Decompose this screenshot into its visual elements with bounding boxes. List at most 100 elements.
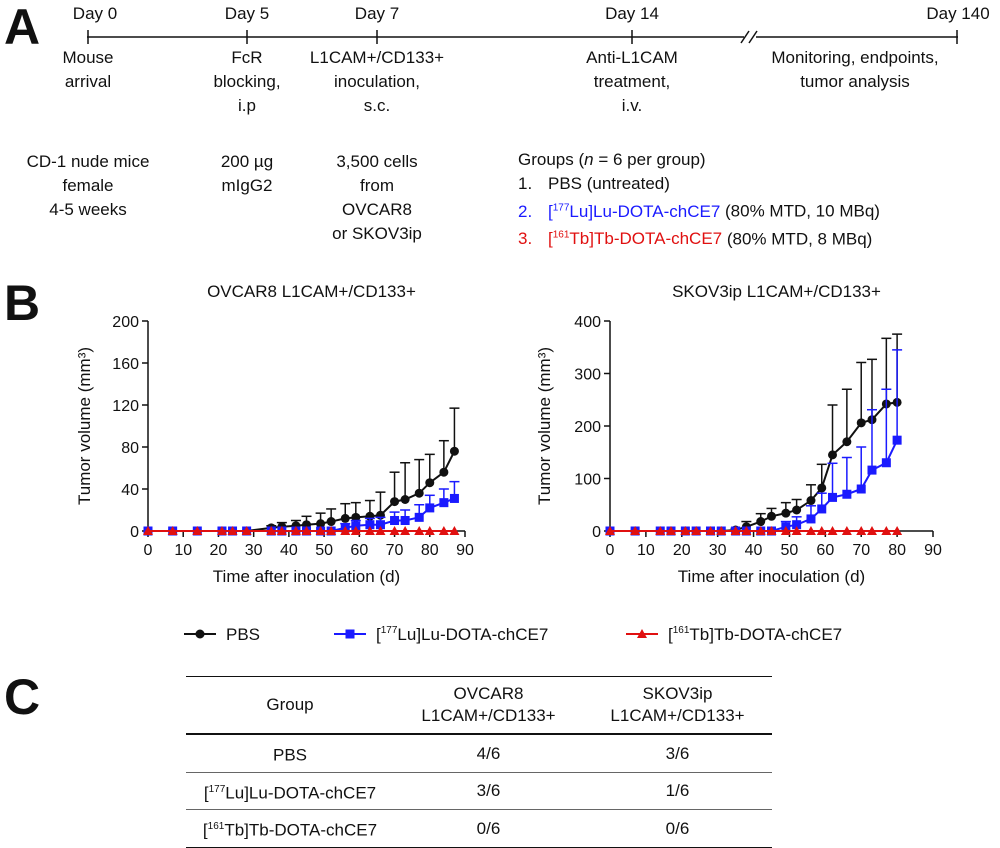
timeline-day-7: Day 7 bbox=[354, 4, 400, 23]
group-note: (80% MTD, 10 MBq) bbox=[720, 201, 880, 221]
data-point bbox=[340, 526, 351, 535]
timeline-break-1 bbox=[740, 30, 750, 44]
series-0 bbox=[605, 333, 903, 536]
legend-marker bbox=[637, 629, 647, 638]
desc-line: L1CAM+/CD133+ bbox=[309, 48, 445, 67]
timeline-break-2 bbox=[748, 30, 758, 44]
x-tick-label: 70 bbox=[386, 542, 404, 559]
bracket: [ bbox=[202, 820, 208, 840]
data-point bbox=[438, 526, 449, 535]
data-point bbox=[227, 526, 238, 535]
y-tick-label: 200 bbox=[574, 419, 601, 436]
data-point bbox=[400, 516, 410, 525]
cohort-line: from bbox=[359, 176, 394, 195]
cell-ovcar8: 4/6 bbox=[476, 743, 501, 763]
legend-label: [161Tb]Tb-DOTA-chCE7 bbox=[668, 625, 842, 644]
y-axis-title: Tumor volume (mm³) bbox=[75, 347, 94, 505]
isotope-mass: 177 bbox=[552, 202, 570, 213]
timeline-desc-day14: Anti-L1CAM treatment, i.v. bbox=[586, 46, 678, 118]
isotope-mass: 161 bbox=[552, 229, 570, 241]
group-text: PBS (untreated) bbox=[548, 174, 670, 193]
bracket: [ bbox=[548, 229, 553, 249]
group-name: PBS bbox=[272, 745, 308, 765]
x-tick-label: 80 bbox=[421, 542, 439, 559]
data-point bbox=[856, 526, 867, 535]
group-note: (80% MTD, 8 MBq) bbox=[722, 229, 873, 249]
y-tick-label: 400 bbox=[574, 314, 601, 331]
cohort-line: mIgG2 bbox=[221, 176, 273, 195]
header-line: L1CAM+/CD133+ bbox=[610, 706, 745, 725]
data-point bbox=[400, 495, 410, 504]
cohort-line: or SKOV3ip bbox=[332, 224, 422, 243]
data-point bbox=[841, 526, 852, 535]
data-point bbox=[817, 504, 827, 514]
data-point bbox=[655, 526, 666, 535]
data-point bbox=[828, 492, 838, 502]
data-point bbox=[425, 478, 435, 488]
cell-group: PBS bbox=[186, 734, 394, 772]
data-point bbox=[326, 517, 336, 527]
timeline-desc-day7: L1CAM+/CD133+ inoculation, s.c. bbox=[310, 46, 444, 118]
data-point bbox=[424, 526, 435, 535]
data-point bbox=[326, 526, 337, 535]
data-point bbox=[842, 489, 852, 499]
timeline-day-0: Day 0 bbox=[72, 4, 118, 23]
data-point bbox=[375, 520, 385, 530]
data-point bbox=[792, 505, 802, 515]
cohort-line: 3,500 cells bbox=[336, 152, 418, 171]
header-group: Group bbox=[266, 695, 314, 714]
desc-line: blocking, bbox=[213, 72, 281, 91]
legend-marker bbox=[345, 629, 355, 639]
panel-label-b: B bbox=[4, 275, 41, 331]
x-tick-label: 30 bbox=[245, 542, 263, 559]
timeline-day-14: Day 14 bbox=[605, 4, 659, 23]
cohort-antibody: 200 µg mIgG2 bbox=[221, 150, 273, 198]
group-name: Tb]Tb-DOTA-chCE7 bbox=[224, 820, 378, 840]
y-tick-label: 40 bbox=[121, 482, 139, 499]
table-row: [161Tb]Tb-DOTA-chCE7 0/6 0/6 bbox=[186, 810, 772, 848]
desc-line: inoculation, bbox=[333, 72, 420, 91]
timeline-day-140: Day 140 bbox=[926, 4, 990, 23]
data-point bbox=[666, 526, 677, 535]
data-point bbox=[192, 526, 203, 535]
groups-list: Groups (n = 6 per group) 1. PBS (untreate… bbox=[518, 148, 880, 251]
cell-ovcar8: 0/6 bbox=[476, 819, 501, 839]
data-point bbox=[816, 526, 827, 535]
chart-title: SKOV3ip L1CAM+/CD133+ bbox=[672, 282, 881, 301]
y-tick-label: 200 bbox=[112, 314, 139, 331]
legend-item-2: [161Tb]Tb-DOTA-chCE7 bbox=[626, 625, 842, 644]
timeline-desc-day0: Mouse arrival bbox=[62, 46, 113, 94]
group-agent: [161Tb]Tb-DOTA-chCE7 bbox=[548, 229, 722, 248]
data-point bbox=[351, 512, 361, 522]
cohort-mice: CD-1 nude mice female 4-5 weeks bbox=[27, 150, 150, 222]
x-tick-label: 20 bbox=[210, 542, 228, 559]
data-point bbox=[390, 516, 400, 525]
data-point bbox=[449, 526, 460, 535]
header-skov3ip: SKOV3ip L1CAM+/CD133+ bbox=[583, 677, 772, 735]
header-line: L1CAM+/CD133+ bbox=[421, 706, 556, 725]
x-tick-label: 90 bbox=[456, 542, 474, 559]
group-agent: [177Lu]Lu-DOTA-chCE7 bbox=[548, 202, 720, 221]
data-point bbox=[780, 526, 791, 535]
data-point bbox=[892, 435, 902, 445]
series-0 bbox=[143, 407, 460, 536]
isotope-mass: 177 bbox=[208, 783, 226, 795]
y-axis-title: Tumor volume (mm³) bbox=[535, 347, 554, 505]
y-tick-label: 80 bbox=[121, 440, 139, 457]
series-line bbox=[610, 401, 898, 532]
groups-title-pre: Groups ( bbox=[518, 150, 585, 169]
cohort-line: 4-5 weeks bbox=[49, 200, 127, 219]
data-point bbox=[766, 526, 777, 535]
group-number: 3. bbox=[518, 229, 533, 249]
series-2 bbox=[143, 526, 460, 535]
data-point bbox=[276, 526, 287, 535]
x-tick-label: 80 bbox=[888, 542, 906, 559]
data-point bbox=[842, 437, 852, 447]
data-point bbox=[365, 520, 375, 530]
legend-isotope: 161 bbox=[673, 625, 690, 636]
desc-line: Mouse bbox=[62, 48, 114, 67]
data-point bbox=[805, 526, 816, 535]
group-item-pbs: 1. PBS (untreated) bbox=[518, 172, 880, 196]
data-point bbox=[143, 526, 153, 535]
x-tick-label: 10 bbox=[637, 542, 655, 559]
